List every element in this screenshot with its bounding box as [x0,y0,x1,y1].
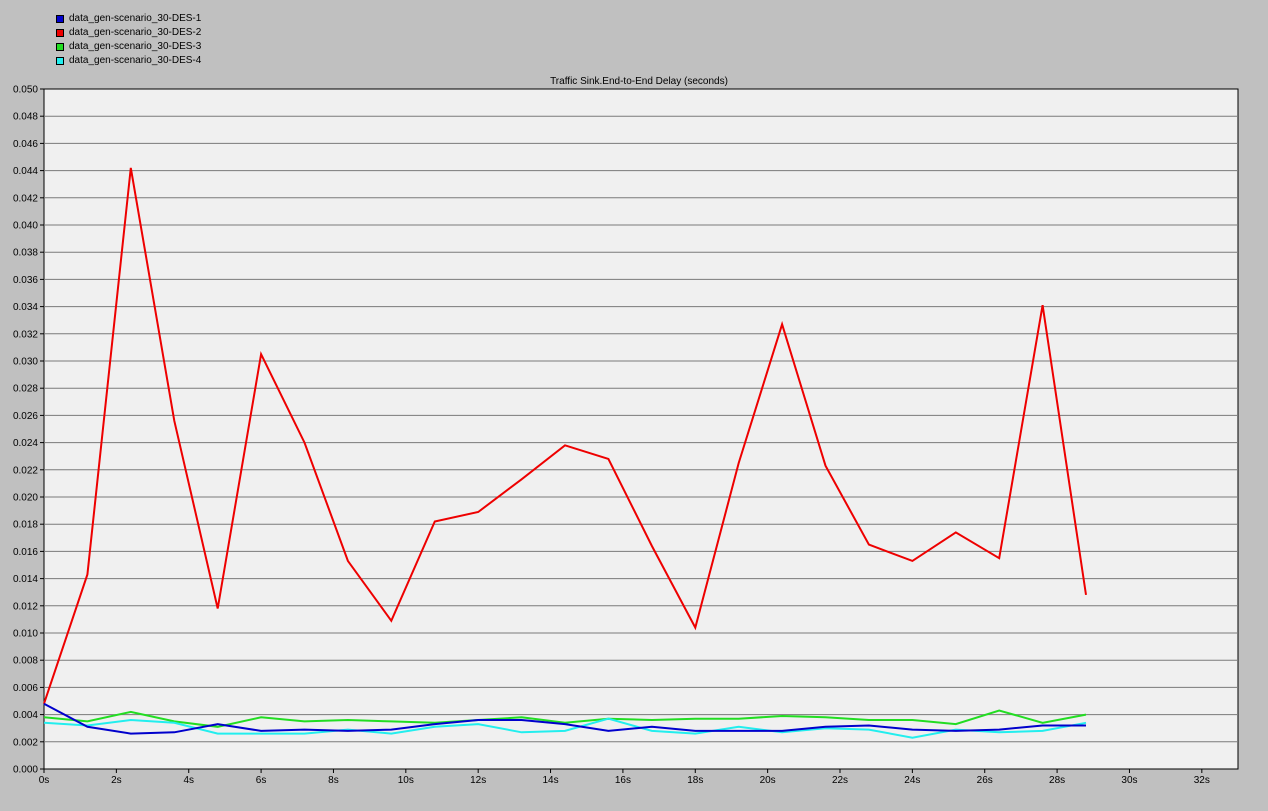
x-tick-label: 12s [470,775,486,786]
x-tick-label: 24s [904,775,920,786]
y-tick-label: 0.044 [13,166,38,177]
x-tick-label: 28s [1049,775,1065,786]
x-tick-label: 32s [1194,775,1210,786]
y-tick-label: 0.036 [13,275,38,286]
y-tick-label: 0.030 [13,357,38,368]
y-tick-label: 0.012 [13,601,38,612]
x-tick-label: 16s [615,775,631,786]
y-tick-label: 0.020 [13,493,38,504]
series-line-des-2 [43,167,1087,705]
legend: data_gen-scenario_30-DES-1 data_gen-scen… [56,12,201,68]
plot-area [43,88,1239,770]
x-tick-label: 6s [256,775,267,786]
y-tick-label: 0.004 [13,710,38,721]
legend-label-des-2: data_gen-scenario_30-DES-2 [69,27,202,38]
series-line-des-3 [43,709,1087,728]
chart-title: Traffic Sink.End-to-End Delay (seconds) [550,76,728,87]
y-tick-label: 0.046 [13,139,38,150]
y-tick-label: 0.000 [13,765,38,776]
y-tick-label: 0.002 [13,737,38,748]
y-tick-label: 0.014 [13,574,38,585]
legend-item-des-1: data_gen-scenario_30-DES-1 [56,12,201,26]
y-tick-label: 0.026 [13,411,38,422]
legend-item-des-3: data_gen-scenario_30-DES-3 [56,40,201,54]
x-tick-label: 14s [542,775,558,786]
x-tick-label: 22s [832,775,848,786]
legend-swatch-des-1 [56,15,64,23]
y-tick-label: 0.048 [13,112,38,123]
y-tick-label: 0.028 [13,384,38,395]
y-tick-label: 0.034 [13,302,38,313]
x-tick-label: 8s [328,775,339,786]
y-tick-label: 0.040 [13,221,38,232]
x-tick-label: 30s [1121,775,1137,786]
legend-item-des-4: data_gen-scenario_30-DES-4 [56,54,201,68]
legend-label-des-1: data_gen-scenario_30-DES-1 [69,13,202,24]
legend-swatch-des-4 [56,57,64,65]
series-line-des-1 [43,702,1086,735]
y-tick-label: 0.010 [13,629,38,640]
y-tick-label: 0.038 [13,248,38,259]
y-tick-label: 0.006 [13,683,38,694]
legend-item-des-2: data_gen-scenario_30-DES-2 [56,26,201,40]
x-tick-label: 26s [977,775,993,786]
x-tick-label: 2s [111,775,122,786]
legend-swatch-des-2 [56,29,64,37]
grid-lines [44,115,1238,743]
x-tick-label: 4s [183,775,194,786]
legend-label-des-4: data_gen-scenario_30-DES-4 [69,55,202,66]
legend-label-des-3: data_gen-scenario_30-DES-3 [69,41,202,52]
y-tick-label: 0.018 [13,520,38,531]
y-tick-label: 0.050 [13,85,38,96]
y-tick-label: 0.042 [13,193,38,204]
series-lines [43,167,1087,739]
x-tick-label: 18s [687,775,703,786]
x-tick-label: 10s [398,775,414,786]
y-tick-label: 0.032 [13,329,38,340]
axes: 0.000 0.002 0.004 0.006 0.008 0.010 0.012 0.014… [13,85,1210,787]
y-tick-label: 0.022 [13,465,38,476]
y-tick-label: 0.016 [13,547,38,558]
x-tick-label: 0s [39,775,50,786]
x-tick-label: 20s [760,775,776,786]
y-tick-label: 0.008 [13,656,38,667]
legend-swatch-des-3 [56,43,64,51]
y-tick-label: 0.024 [13,438,38,449]
series-line-des-4 [43,717,1087,739]
